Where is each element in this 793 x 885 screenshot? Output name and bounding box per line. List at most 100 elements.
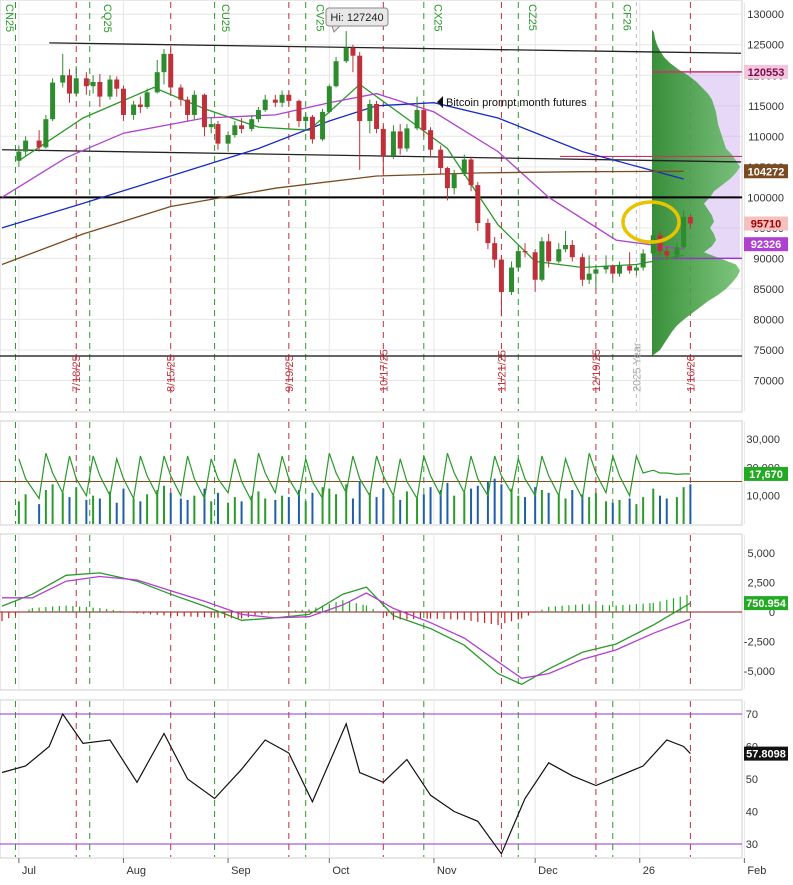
rsi-tick-label: 50 (746, 774, 758, 786)
candle-body (107, 79, 113, 97)
candle-body (178, 87, 184, 100)
candle-body (556, 249, 562, 262)
profile-area (652, 29, 740, 357)
brown-price-badge: 104272 (748, 166, 785, 178)
contract-labels: CN25 CQ25 CU25 CV25 CX25 CZ25 CF26 (3, 4, 633, 33)
rsi-tick-label: 40 (746, 807, 758, 819)
rsi-panel (0, 712, 742, 856)
candle-body (444, 168, 450, 189)
contract-label: CQ25 (101, 4, 113, 33)
candle-body (191, 94, 197, 115)
candle-body (83, 78, 89, 87)
candle-body (397, 131, 403, 149)
candle-body (326, 86, 332, 112)
candle-body (333, 61, 339, 87)
candle-body (475, 185, 481, 223)
candle-body (509, 267, 515, 292)
candle-body (539, 241, 545, 280)
candle-body (36, 140, 42, 148)
candle-body (350, 47, 356, 56)
brown-price-badge-bg (744, 164, 788, 179)
futures-annotation: Bitcoin prompt month futures (437, 96, 587, 109)
candle-body (546, 241, 552, 262)
candle-body (633, 267, 639, 271)
candle-body (374, 103, 380, 129)
candle-body (532, 252, 538, 280)
expiry-label: 7/18/25 (71, 355, 83, 392)
candle-body (272, 99, 278, 103)
candle-body (593, 269, 599, 274)
price-axes: 7000075000800008500090000950001000001050… (744, 9, 784, 851)
candle-body (309, 116, 315, 140)
price-candles (16, 31, 693, 317)
expiry-label: 10/17/25 (378, 349, 390, 392)
macd-tick-label: 0 (769, 607, 775, 619)
x-tick-label: Jul (22, 865, 36, 877)
price-tick-label: 70000 (753, 375, 784, 387)
volume-badge-bg (744, 466, 788, 481)
expiry-label: 1/16/26 (685, 355, 697, 392)
annotation-text: Bitcoin prompt month futures (446, 97, 587, 109)
candle-body (215, 124, 221, 144)
price-tick-label: 100000 (747, 192, 784, 204)
candle-body (120, 88, 126, 115)
rsi-tick-label: 70 (746, 709, 758, 721)
macd-tick-label: -2,500 (744, 637, 775, 649)
volume-badge: 17,670 (749, 469, 783, 481)
pink-price-badge: 120553 (748, 67, 785, 79)
candle-body (296, 100, 302, 122)
candle-body (657, 235, 663, 252)
candle-body (43, 119, 49, 148)
sma100-line (1, 102, 684, 229)
candle-body (225, 135, 231, 144)
candle-body (421, 110, 427, 131)
candle-body (390, 131, 396, 156)
candle-body (650, 235, 656, 254)
macd-panel (0, 572, 742, 686)
macd-tick-label: 5,000 (747, 548, 775, 560)
candle-body (617, 265, 623, 274)
candle-body (586, 273, 592, 280)
signal-line (2, 575, 691, 679)
macd-tick-label: -5,000 (744, 666, 775, 678)
candle-body (404, 128, 410, 149)
price-tick-label: 90000 (753, 253, 784, 265)
pink-price-badge-bg (744, 64, 788, 79)
macd-line (1, 572, 691, 686)
candle-body (168, 53, 174, 88)
candle-body (485, 222, 491, 244)
candle-body (73, 78, 79, 94)
x-axis: Jul Aug Sep Oct Nov Dec 26 Feb (18, 858, 766, 877)
x-tick-label: 26 (643, 865, 655, 877)
x-tick-label: Nov (437, 865, 457, 877)
price-tick-label: 110000 (748, 131, 784, 143)
moving-averages (1, 83, 684, 269)
expiry-label: 12/19/25 (591, 349, 603, 392)
hi-label: Hi: 127240 (330, 12, 383, 24)
contract-label: CV25 (313, 4, 325, 32)
candle-body (239, 125, 245, 129)
price-tick-label: 75000 (753, 345, 784, 357)
x-tick-label: Oct (332, 865, 349, 877)
candle-body (90, 81, 96, 87)
candle-body (23, 140, 29, 152)
purple-price-badge-bg (744, 237, 788, 252)
candle-body (414, 110, 420, 129)
candle-body (320, 111, 326, 140)
candle-body (357, 55, 363, 122)
expiry-label: 9/19/25 (284, 355, 296, 392)
rsi-tick-label: 30 (746, 839, 758, 851)
contract-label: CU25 (219, 4, 231, 32)
candle-body (498, 259, 504, 292)
candle-body (367, 103, 373, 122)
highlight-circle (621, 200, 681, 244)
candle-body (232, 125, 238, 136)
candle-body (161, 53, 167, 73)
expiry-labels: 7/18/25 8/15/25 9/19/25 10/17/25 11/21/25 12/… (71, 342, 697, 392)
candle-body (569, 244, 575, 258)
contract-label: CN25 (3, 4, 15, 32)
rsi-badge-bg (744, 746, 788, 761)
candle-body (438, 149, 444, 169)
candle-body (114, 79, 120, 89)
